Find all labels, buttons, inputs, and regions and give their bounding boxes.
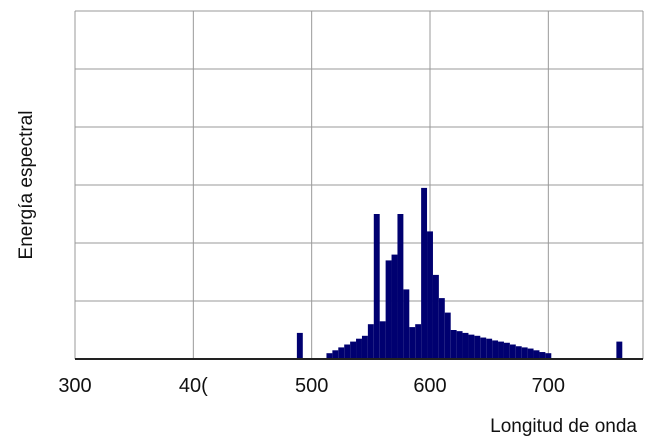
spectrum-bar [498, 341, 504, 359]
spectrum-bar [468, 334, 475, 359]
spectrum-bar [462, 332, 469, 359]
spectrum-bar [533, 350, 540, 359]
spectrum-bar [356, 338, 362, 359]
x-tick-label: 500 [295, 375, 328, 397]
spectrum-bar [503, 342, 510, 359]
spectrum-bar [444, 312, 451, 359]
spectrum-bar [379, 321, 386, 359]
spectrum-bar [527, 348, 534, 359]
x-tick-label: 700 [532, 375, 565, 397]
spectrum-bar [427, 231, 433, 359]
spectrum-bar [403, 289, 410, 359]
spectrum-bar [521, 347, 528, 359]
spectrum-bar [385, 260, 392, 359]
spectrum-bar [474, 335, 481, 359]
spectrum-bar [545, 353, 552, 359]
spectrum-bar [361, 335, 368, 359]
spectrum-bar [373, 214, 380, 359]
spectrum-bar [616, 341, 623, 359]
spectrum-bar [367, 324, 374, 359]
y-axis-label: Energía espectral [16, 111, 37, 260]
spectrum-bar [480, 337, 487, 359]
spectrum-bar [539, 352, 546, 359]
spectrum-bar [332, 350, 339, 359]
spectrum-bar [492, 340, 499, 359]
spectrum-bar [456, 331, 463, 359]
x-tick-label: 300 [58, 375, 91, 397]
spectrum-bar [432, 274, 439, 359]
spectrum-bar [438, 298, 445, 359]
x-tick-labels: 300 40( 500 600 700 [58, 375, 565, 397]
spectrum-bar [326, 353, 333, 359]
spectrum-bar [486, 338, 493, 359]
spectrum-bar [509, 344, 516, 359]
spectrum-bar [415, 324, 422, 359]
spectrum-bar [515, 346, 522, 359]
x-tick-label: 600 [413, 375, 446, 397]
spectrum-bar [338, 347, 345, 359]
spectrum-bar [344, 344, 351, 359]
spectrum-bar [409, 327, 416, 359]
spectrum-bar [421, 187, 428, 359]
spectrum-bar [296, 332, 303, 359]
spectrum-bar [450, 330, 457, 359]
spectrum-bar [397, 214, 404, 359]
x-axis-label: Longitud de onda [490, 416, 637, 437]
spectrum-bar [350, 341, 357, 359]
x-tick-label: 40( [179, 375, 208, 397]
spectrum-bar [391, 254, 398, 359]
spectrum-bars [296, 187, 623, 359]
